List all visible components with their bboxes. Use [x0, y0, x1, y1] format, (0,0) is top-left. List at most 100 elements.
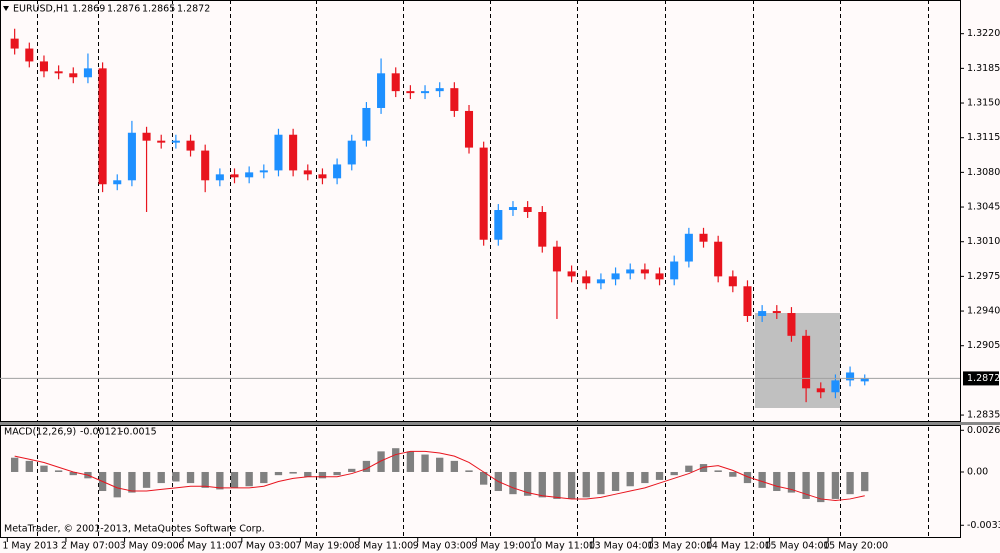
menu-arrow[interactable] — [3, 6, 9, 11]
candle-body — [743, 286, 752, 316]
x-tick-label: 9 May 19:00 — [471, 541, 530, 552]
ohlc-high: 1.2876 — [107, 4, 140, 15]
macd-bar — [699, 464, 708, 472]
candle-body — [552, 246, 561, 272]
current-price-label: 1.2872 — [967, 373, 1000, 384]
macd-bar — [406, 451, 415, 472]
x-tick-label: 13 May 20:00 — [647, 541, 712, 552]
y-tick-label: 1.3080 — [967, 167, 1000, 178]
macd-bar — [201, 471, 209, 488]
candle-body — [640, 269, 649, 274]
candle-body — [230, 174, 239, 178]
candle-body — [435, 88, 444, 92]
candle-body — [494, 210, 503, 240]
x-tick-label: 6 May 11:00 — [178, 541, 237, 552]
macd-bar — [831, 471, 840, 499]
macd-bar — [157, 471, 165, 484]
symbol-title: EURUSD,H1 — [13, 4, 69, 15]
candle-body — [259, 170, 268, 173]
candle-body — [127, 132, 136, 181]
macd-bar — [10, 457, 19, 472]
x-tick-label: 8 May 11:00 — [354, 541, 413, 552]
macd-bar — [230, 471, 239, 488]
x-tick-label: 7 May 19:00 — [295, 541, 354, 552]
candle-body — [215, 174, 224, 181]
candle-body — [684, 233, 693, 262]
candle-body — [699, 233, 708, 242]
candle-body — [98, 68, 107, 185]
macd-bar — [421, 454, 429, 472]
candle-body — [274, 134, 283, 171]
y-tick-label: -0.00336 — [967, 520, 1000, 531]
x-tick-label: 13 May 04:00 — [589, 541, 654, 552]
macd-frame — [0, 425, 961, 538]
macd-bar — [113, 471, 121, 498]
ohlc-close: 1.2872 — [177, 4, 210, 15]
signal-value: -0.0015 — [120, 427, 157, 438]
candle-body — [83, 68, 92, 78]
y-tick-label: 0.00 — [967, 466, 988, 477]
x-tick-label: 9 May 03:00 — [413, 541, 472, 552]
y-tick-label: 1.3115 — [967, 132, 1000, 143]
macd-bar — [54, 470, 63, 472]
macd-bar — [817, 471, 825, 503]
candle-body — [25, 48, 34, 62]
candle-body — [670, 261, 679, 280]
macd-bar — [436, 457, 444, 472]
macd-bar — [245, 471, 253, 487]
signal-line — [14, 450, 865, 502]
x-tick-label: 2 May 07:00 — [61, 541, 120, 552]
candle-body — [303, 170, 312, 175]
candle-body — [69, 73, 78, 78]
x-tick-label: 15 May 04:00 — [764, 541, 829, 552]
macd-bar — [743, 471, 752, 484]
candle-body — [333, 164, 342, 179]
candle-body — [289, 134, 298, 171]
candle-body — [113, 180, 122, 185]
candle-body — [10, 38, 19, 49]
candle-body — [421, 91, 430, 94]
candle-body — [523, 207, 532, 212]
candle-body — [802, 335, 811, 389]
macd-bar — [773, 471, 781, 492]
x-tick-label: 3 May 09:00 — [120, 541, 179, 552]
candle-body — [362, 107, 371, 141]
macd-bar — [567, 471, 576, 499]
candle-body — [450, 88, 459, 111]
macd-bar — [641, 471, 649, 484]
candle-body — [201, 150, 210, 181]
macd-bar — [274, 471, 283, 476]
macd-bar — [304, 471, 312, 477]
macd-bar — [509, 471, 517, 495]
macd-bar — [392, 448, 400, 472]
candle-body — [772, 311, 781, 314]
macd-bar — [685, 465, 693, 472]
macd-bar — [582, 471, 590, 498]
candle-body — [538, 211, 547, 247]
main-frame — [0, 0, 961, 422]
macd-bar — [626, 471, 634, 487]
macd-bar — [362, 460, 371, 472]
macd-bar — [597, 471, 605, 495]
macd-bar — [172, 471, 180, 482]
x-tick-label: 15 May 20:00 — [823, 541, 888, 552]
candle-body — [758, 311, 767, 316]
macd-bar — [40, 465, 48, 472]
y-tick-label: 1.2940 — [967, 306, 1000, 317]
y-tick-label: 1.3150 — [967, 98, 1000, 109]
macd-bar — [758, 471, 766, 488]
candle-body — [508, 207, 518, 211]
candle-body — [157, 140, 166, 143]
candle-body — [582, 276, 591, 284]
candle-body — [406, 91, 415, 94]
macd-bar — [289, 471, 297, 474]
x-tick-label: 7 May 03:00 — [237, 541, 296, 552]
ohlc-open: 1.2869 — [72, 4, 105, 15]
macd-bar — [142, 471, 151, 488]
macd-bar — [714, 470, 722, 472]
y-tick-label: 1.2975 — [967, 271, 1000, 282]
macd-bar — [538, 471, 546, 498]
macd-value: -0.00121 — [80, 427, 123, 438]
